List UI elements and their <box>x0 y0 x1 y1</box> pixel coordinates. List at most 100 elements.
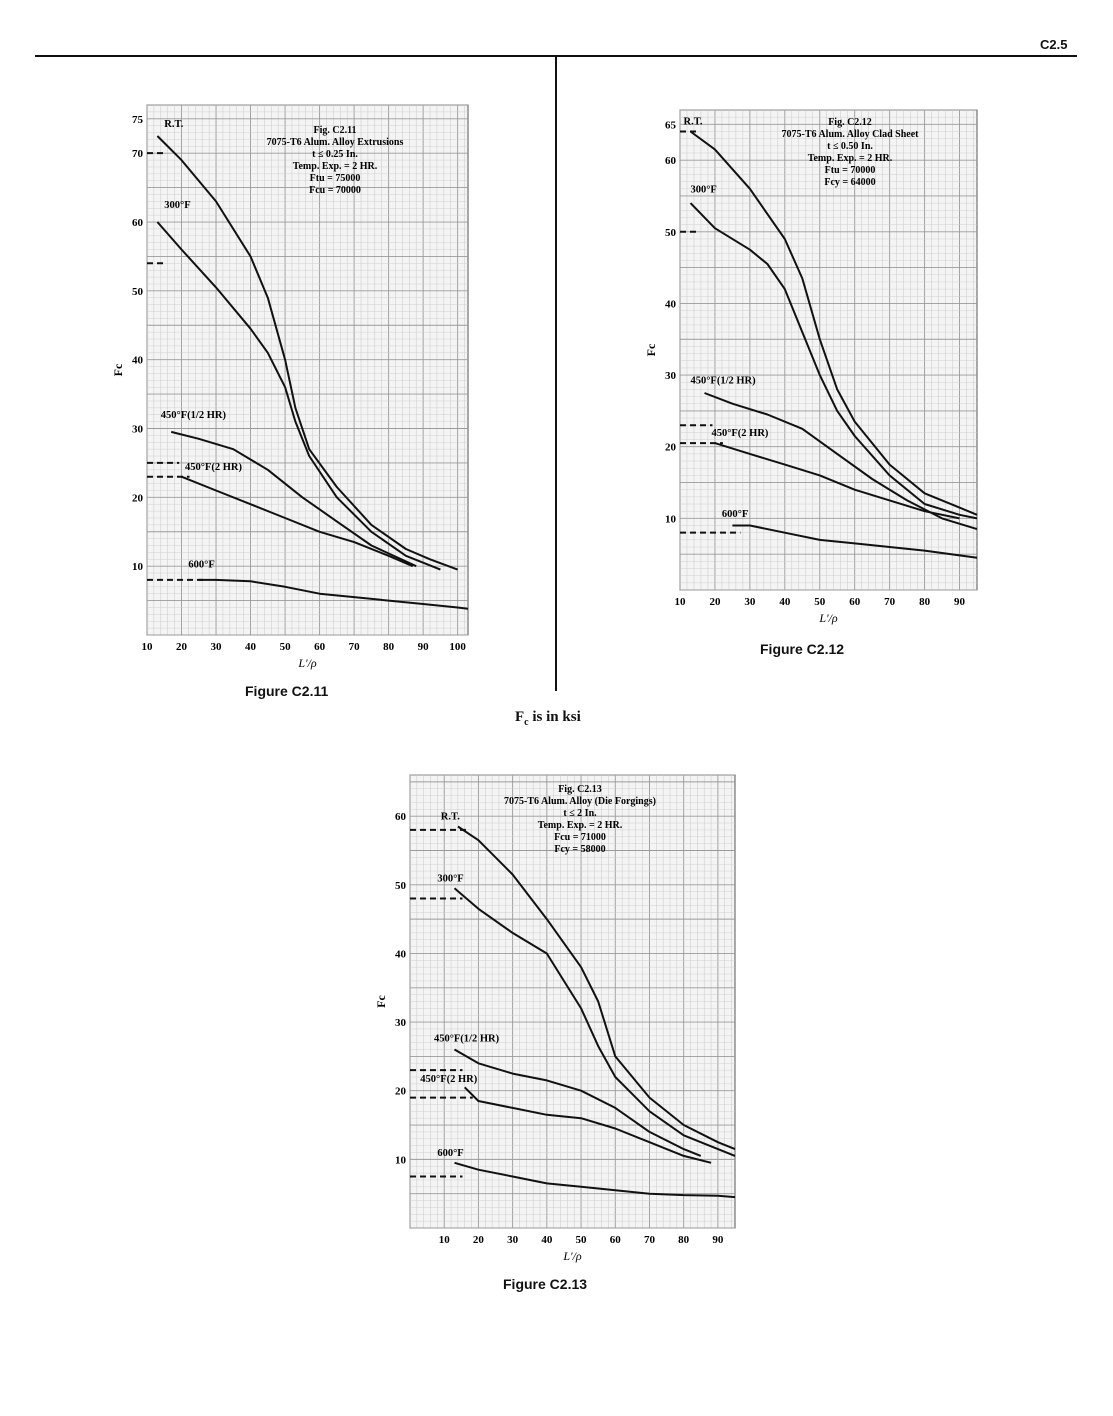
series-line-450-f-1-2-hr <box>170 430 417 568</box>
page-number: C2.5 <box>1040 37 1068 52</box>
y-axis-label: Fc <box>111 363 125 376</box>
figure-c2-12-caption: Figure C2.12 <box>760 641 845 657</box>
x-tick-label: 20 <box>176 641 188 653</box>
y-tick-label: 20 <box>395 1086 407 1098</box>
series-label: 450°F(1/2 HR) <box>690 376 756 387</box>
figure-annotation-line: 7075-T6 Alum. Alloy (Die Forgings) <box>504 796 656 807</box>
grid <box>146 104 468 636</box>
series-line-r-t <box>156 135 458 571</box>
series-label: 450°F(1/2 HR) <box>434 1033 500 1044</box>
y-tick-label: 60 <box>665 155 677 167</box>
series-line-600-f <box>198 578 469 610</box>
figure-c2-12-chart: 10 20 30 40 50 60 70 80 90 10 20 30 40 50 60 65 L'/ρ Fc Fi… <box>644 109 978 625</box>
x-axis-label: L'/ρ <box>818 611 838 625</box>
x-tick-label: 80 <box>383 641 395 653</box>
x-tick-label: 40 <box>779 596 791 608</box>
header-rule <box>35 55 1077 57</box>
x-tick-label: 10 <box>439 1234 451 1246</box>
y-tick-label: 50 <box>665 227 677 239</box>
x-tick-label: 80 <box>919 596 931 608</box>
x-tick-label: 90 <box>418 641 430 653</box>
figure-annotation-line: Fcu = 70000 <box>309 185 361 196</box>
x-tick-label: 50 <box>576 1234 588 1246</box>
x-axis-label: L'/ρ <box>562 1249 582 1263</box>
x-tick-label: 90 <box>712 1234 724 1246</box>
series-label: 300°F <box>690 184 716 195</box>
figure-annotation-line: 7075-T6 Alum. Alloy Extrusions <box>267 137 404 148</box>
series-line-r-t <box>689 130 978 516</box>
x-tick-label: 80 <box>678 1234 690 1246</box>
x-tick-label: 30 <box>211 641 223 653</box>
grid <box>679 109 977 591</box>
series-line-450-f-2-hr <box>181 475 414 568</box>
x-axis-label: L'/ρ <box>297 656 317 670</box>
x-tick-label: 30 <box>744 596 756 608</box>
grid <box>409 774 735 1229</box>
y-tick-label: 40 <box>665 298 677 310</box>
x-tick-label: 40 <box>245 641 257 653</box>
series-label: R.T. <box>683 116 702 127</box>
series-line-r-t <box>457 825 736 1151</box>
units-note-symbol: F <box>515 709 525 725</box>
x-tick-label: 60 <box>849 596 861 608</box>
units-note-subscript: c <box>524 717 529 728</box>
figure-annotation-line: Fcy = 58000 <box>554 844 605 855</box>
series-line-450-f-2-hr <box>463 1086 712 1164</box>
figure-annotation-line: Ftu = 75000 <box>310 173 361 184</box>
series-line-600-f <box>454 1161 736 1199</box>
units-note-text: is in ksi <box>528 709 581 725</box>
figure-annotation-line: Temp. Exp. = 2 HR. <box>538 820 623 831</box>
y-axis-label: Fc <box>374 994 388 1007</box>
y-tick-label: 20 <box>665 442 677 454</box>
y-tick-label: 60 <box>395 811 407 823</box>
figure-c2-11-chart: 10 20 30 40 50 60 70 80 90 100 10 20 30 40 50 60 70 75 L'/… <box>111 104 469 670</box>
y-tick-label: 60 <box>132 217 144 229</box>
series-label: 450°F(2 HR) <box>185 462 242 473</box>
y-tick-label: 40 <box>132 355 144 367</box>
figure-annotation-line: Fcu = 71000 <box>554 832 606 843</box>
y-tick-label: 30 <box>395 1017 407 1029</box>
plot-area <box>146 104 469 636</box>
series-label: 450°F(1/2 HR) <box>161 410 227 421</box>
figure-annotation-line: Temp. Exp. = 2 HR. <box>293 161 378 172</box>
figure-annotation-line: Fcy = 64000 <box>824 177 875 188</box>
figure-annotation-line: t ≤ 2 In. <box>563 808 597 819</box>
x-tick-label: 20 <box>473 1234 485 1246</box>
y-tick-label: 50 <box>132 286 144 298</box>
series-label: 600°F <box>437 1148 463 1159</box>
x-tick-label: 20 <box>709 596 721 608</box>
series-line-600-f <box>732 524 978 559</box>
y-axis-label: Fc <box>644 343 658 356</box>
y-tick-label: 75 <box>132 114 144 126</box>
figure-annotation-line: Fig. C2.12 <box>828 117 872 128</box>
units-note: Fc is in ksi <box>515 709 581 728</box>
figure-annotation-line: Temp. Exp. = 2 HR. <box>808 153 893 164</box>
series-line-450-f-2-hr <box>714 442 960 520</box>
figure-c2-13-caption: Figure C2.13 <box>503 1276 588 1292</box>
figure-annotation-line: 7075-T6 Alum. Alloy Clad Sheet <box>782 129 920 140</box>
x-tick-label: 10 <box>675 596 687 608</box>
x-tick-label: 40 <box>541 1234 553 1246</box>
y-tick-label: 30 <box>665 370 677 382</box>
y-tick-label: 30 <box>132 424 144 436</box>
y-tick-label: 20 <box>132 492 144 504</box>
series-label: 600°F <box>188 560 214 571</box>
x-tick-label: 50 <box>280 641 292 653</box>
y-tick-label: 10 <box>132 561 144 573</box>
x-tick-label: 70 <box>349 641 361 653</box>
y-tick-label: 65 <box>665 119 677 131</box>
x-tick-label: 60 <box>610 1234 622 1246</box>
series-label: 600°F <box>722 509 748 520</box>
series-line-300-f <box>453 887 736 1157</box>
y-tick-label: 10 <box>665 513 677 525</box>
figure-annotation-line: Ftu = 70000 <box>825 165 876 176</box>
series-line-300-f <box>689 202 978 520</box>
series-line-300-f <box>156 221 441 571</box>
y-tick-label: 10 <box>395 1154 407 1166</box>
figure-c2-13-chart: 10 20 30 40 50 60 70 80 90 10 20 30 40 50 60 L'/ρ Fc Fig.… <box>374 774 736 1263</box>
figure-annotation-line: Fig. C2.11 <box>313 125 356 136</box>
series-label: 300°F <box>164 200 190 211</box>
x-tick-label: 60 <box>314 641 326 653</box>
series-label: 450°F(2 HR) <box>420 1074 477 1085</box>
figure-annotation-line: t ≤ 0.25 In. <box>312 149 358 160</box>
